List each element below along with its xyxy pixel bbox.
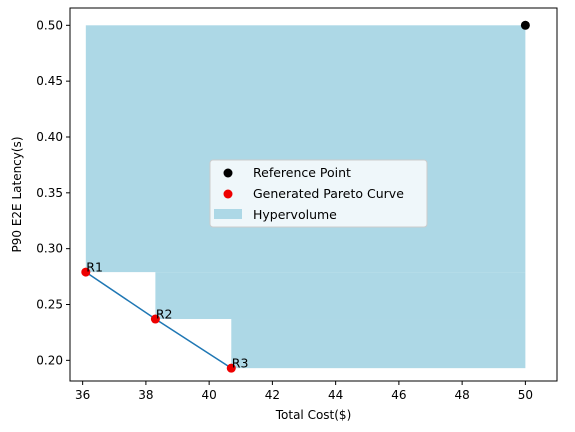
pareto-point — [226, 363, 236, 373]
legend-hypervolume-label: Hypervolume — [253, 207, 337, 222]
hypervolume-region — [85, 25, 526, 273]
legend-box — [209, 159, 428, 228]
legend-pareto-label: Generated Pareto Curve — [253, 186, 404, 201]
x-tick-label: 48 — [454, 388, 469, 402]
pareto-point-label: R2 — [156, 307, 173, 322]
reference-point — [520, 20, 530, 30]
points-layer — [81, 20, 530, 373]
legend-pareto-marker — [223, 189, 233, 199]
hypervolume-layer — [85, 25, 526, 369]
x-tick-label: 40 — [202, 388, 217, 402]
point-labels-layer: R1 R2 R3 — [86, 260, 248, 371]
y-tick-label: 0.30 — [36, 242, 63, 256]
y-axis-label: P90 E2E Latency(s) — [10, 137, 24, 253]
x-axis-label: Total Cost($) — [275, 408, 352, 422]
pareto-point-label: R3 — [232, 356, 249, 371]
legend-reference-marker — [223, 168, 233, 178]
pareto-point — [150, 314, 160, 324]
x-tick-label: 36 — [75, 388, 90, 402]
y-tick-label: 0.45 — [36, 74, 63, 88]
y-tick-label: 0.20 — [36, 353, 63, 367]
pareto-point — [81, 267, 91, 277]
x-tick-label: 44 — [328, 388, 343, 402]
x-tick-label: 38 — [138, 388, 153, 402]
legend: Reference Point Generated Pareto Curve H… — [209, 159, 428, 228]
y-tick-label: 0.40 — [36, 130, 63, 144]
y-tick-label: 0.25 — [36, 298, 63, 312]
x-ticks: 36 38 40 42 44 46 48 50 — [75, 381, 533, 402]
x-tick-label: 50 — [518, 388, 533, 402]
legend-reference-label: Reference Point — [253, 165, 351, 180]
hypervolume-region — [231, 319, 526, 369]
plot-frame — [69, 7, 558, 382]
pareto-point-label: R1 — [86, 260, 103, 275]
x-tick-label: 42 — [265, 388, 280, 402]
y-tick-label: 0.35 — [36, 186, 63, 200]
hypervolume-region — [155, 272, 526, 320]
legend-hypervolume-swatch — [214, 209, 242, 219]
x-tick-label: 46 — [391, 388, 406, 402]
y-tick-label: 0.50 — [36, 18, 63, 32]
y-ticks: 0.20 0.25 0.30 0.35 0.40 0.45 0.50 — [36, 18, 70, 367]
